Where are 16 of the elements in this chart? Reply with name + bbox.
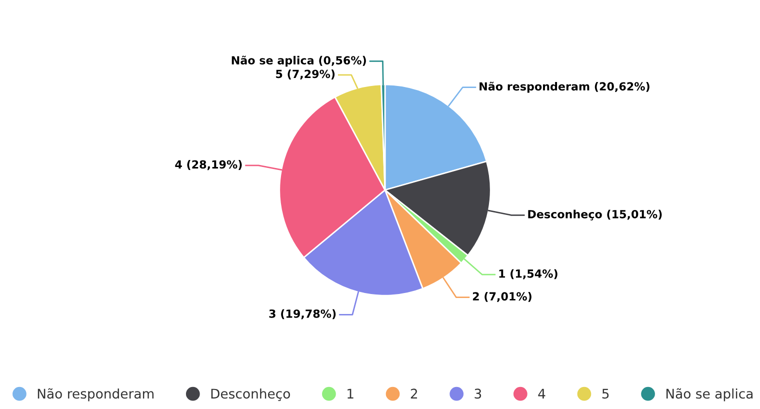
legend-label: 5 [602,388,609,399]
data-label: 1 (1,54%) [499,269,558,280]
data-label: 3 (19,78%) [269,309,336,320]
legend-label: 3 [474,388,482,399]
legend-label: 4 [538,388,546,398]
data-label: 2 (7,01%) [472,292,532,302]
data-label: Desconheço (15,01%) [528,210,662,220]
data-label: Não responderam (20,62%) [480,82,650,93]
legend-label: 1 [348,388,354,398]
legend-label: Não se aplica [666,388,753,402]
legend-label: Não responderam [38,388,154,402]
data-label: 4 (28,19%) [175,160,242,170]
legend-label: 2 [410,388,418,398]
data-label: Não se aplica (0,56%) [232,56,366,67]
data-label: 5 (7,29%) [276,70,335,80]
legend-label: Desconheço [211,388,290,402]
